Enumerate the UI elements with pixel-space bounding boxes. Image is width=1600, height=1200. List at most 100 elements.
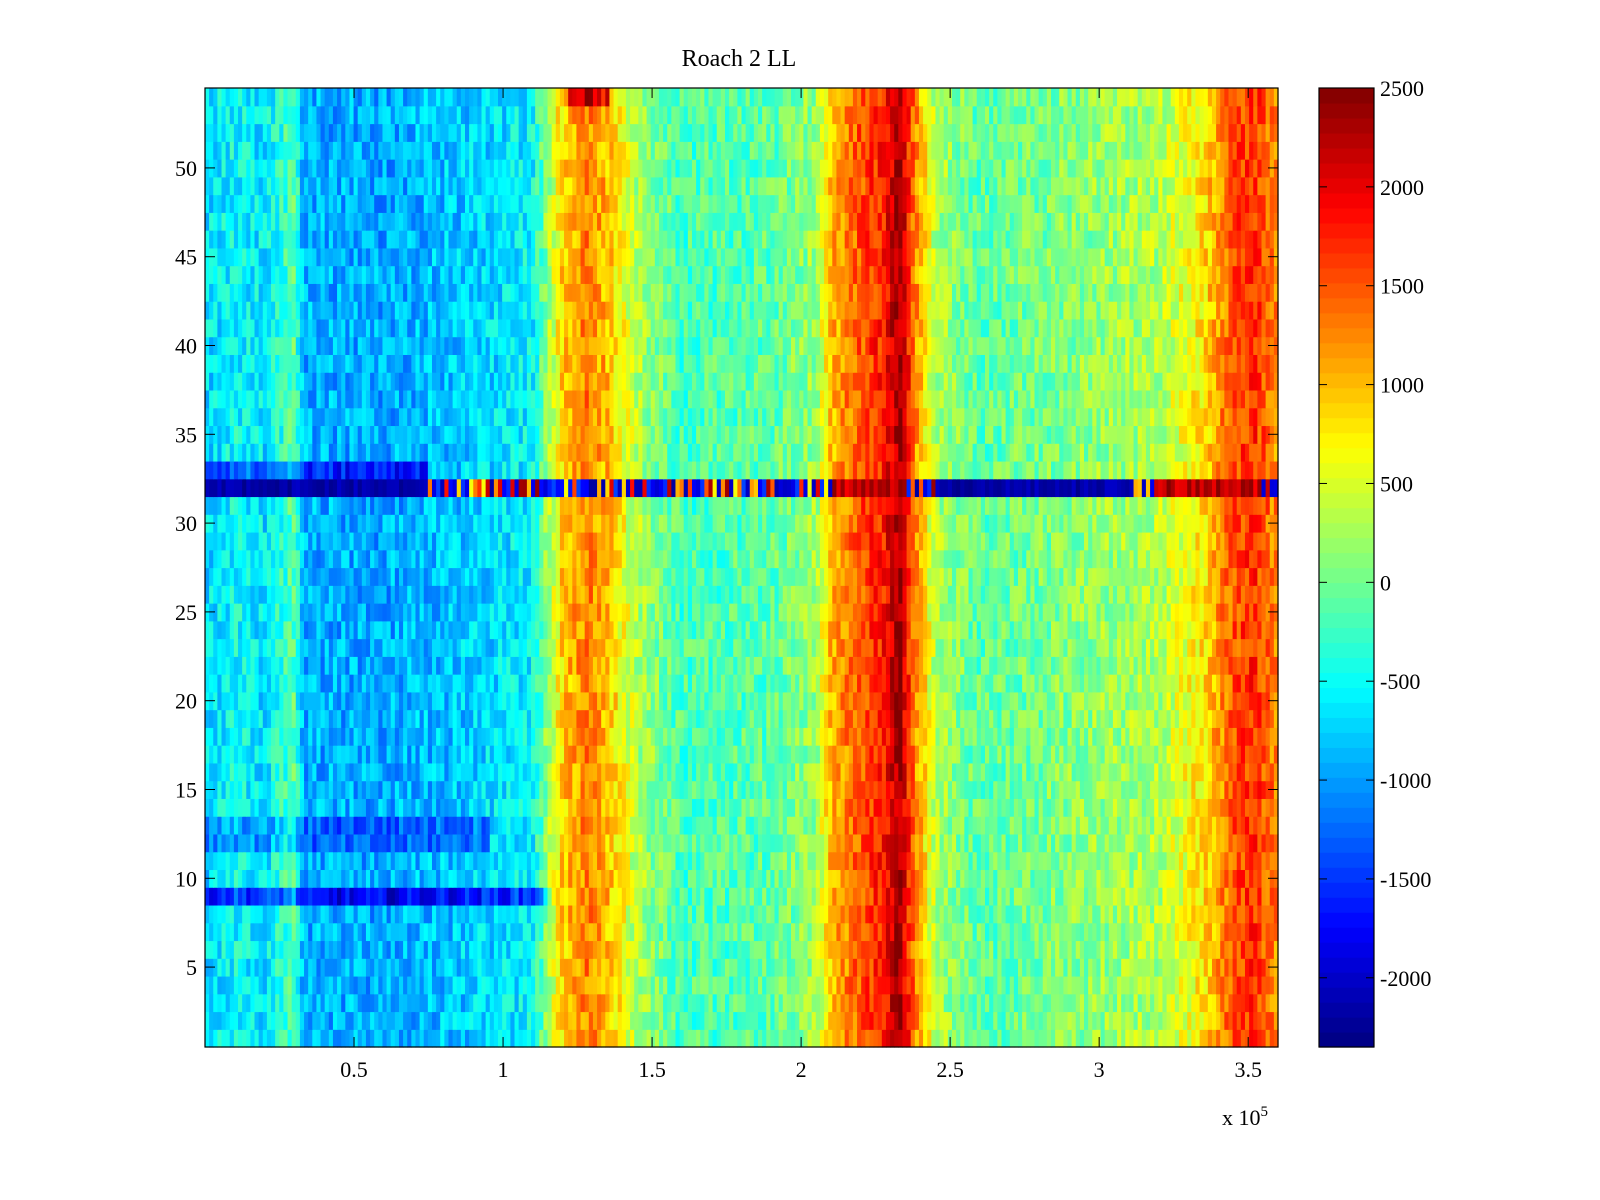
heatmap-cell bbox=[696, 940, 701, 959]
heatmap-cell bbox=[679, 975, 685, 995]
heatmap-cell bbox=[1079, 975, 1085, 995]
heatmap-cell bbox=[1133, 940, 1139, 959]
heatmap-cell bbox=[1158, 887, 1164, 906]
heatmap-cell bbox=[440, 940, 445, 959]
heatmap-cell bbox=[1158, 975, 1164, 995]
heatmap-cell bbox=[857, 904, 862, 924]
heatmap-cell bbox=[411, 1011, 417, 1030]
heatmap-cell bbox=[390, 851, 396, 871]
heatmap-cell bbox=[510, 958, 516, 977]
heatmap-cell bbox=[671, 727, 677, 746]
heatmap-cell bbox=[205, 993, 210, 1013]
heatmap-cell bbox=[1273, 922, 1279, 942]
heatmap-cell bbox=[304, 922, 309, 942]
heatmap-cell bbox=[1051, 709, 1056, 728]
heatmap-cell bbox=[910, 780, 916, 799]
heatmap-cell bbox=[960, 833, 965, 853]
heatmap-cell bbox=[663, 993, 668, 1013]
heatmap-cell bbox=[972, 958, 978, 977]
heatmap-cell bbox=[712, 922, 718, 942]
heatmap-cell bbox=[1042, 958, 1048, 977]
heatmap-cell bbox=[465, 851, 470, 871]
heatmap-cell bbox=[332, 887, 338, 906]
heatmap-cell bbox=[254, 709, 260, 728]
heatmap-cell bbox=[762, 851, 767, 871]
heatmap-cell bbox=[634, 727, 639, 746]
heatmap-cell bbox=[1178, 958, 1184, 977]
heatmap-cell bbox=[906, 816, 912, 835]
heatmap-cell bbox=[646, 869, 652, 888]
heatmap-cell bbox=[956, 833, 961, 853]
heatmap-cell bbox=[700, 940, 705, 959]
heatmap-cell bbox=[415, 851, 421, 871]
heatmap-cell bbox=[1199, 762, 1205, 782]
heatmap-cell bbox=[931, 798, 937, 817]
heatmap-cell bbox=[782, 1029, 788, 1048]
heatmap-cell bbox=[238, 727, 243, 746]
heatmap-cell bbox=[1191, 727, 1197, 746]
heatmap-cell bbox=[654, 922, 660, 942]
heatmap-cell bbox=[621, 1029, 627, 1048]
heatmap-cell bbox=[403, 762, 408, 782]
heatmap-cell bbox=[898, 958, 904, 977]
heatmap-cell bbox=[258, 762, 264, 782]
heatmap-cell bbox=[1220, 727, 1225, 746]
heatmap-cell bbox=[361, 904, 367, 924]
heatmap-cell bbox=[939, 851, 945, 871]
heatmap-cell bbox=[1026, 762, 1031, 782]
heatmap-cell bbox=[1063, 745, 1069, 764]
heatmap-cell bbox=[357, 762, 363, 782]
heatmap-cell bbox=[1207, 727, 1213, 746]
heatmap-cell bbox=[506, 869, 511, 888]
heatmap-cell bbox=[1104, 887, 1110, 906]
heatmap-cell bbox=[881, 780, 887, 799]
heatmap-cell bbox=[378, 1011, 384, 1030]
heatmap-cell bbox=[873, 1011, 879, 1030]
heatmap-cell bbox=[1191, 1011, 1197, 1030]
heatmap-cell bbox=[1211, 887, 1217, 906]
heatmap-cell bbox=[217, 780, 223, 799]
heatmap-cell bbox=[444, 709, 450, 728]
heatmap-cell bbox=[762, 727, 767, 746]
heatmap-cell bbox=[291, 798, 297, 817]
heatmap-cell bbox=[225, 816, 231, 835]
heatmap-cell bbox=[1112, 922, 1118, 942]
heatmap-cell bbox=[935, 1029, 941, 1048]
heatmap-cell bbox=[1211, 922, 1217, 942]
heatmap-cell bbox=[898, 922, 904, 942]
heatmap-cell bbox=[576, 993, 582, 1013]
heatmap-cell bbox=[526, 887, 532, 906]
heatmap-cell bbox=[588, 727, 594, 746]
heatmap-cell bbox=[407, 922, 412, 942]
heatmap-cell bbox=[704, 1029, 710, 1048]
heatmap-cell bbox=[1079, 940, 1085, 959]
heatmap-cell bbox=[910, 762, 916, 782]
heatmap-cell bbox=[898, 869, 904, 888]
heatmap-cell bbox=[1170, 940, 1176, 959]
heatmap-cell bbox=[518, 851, 524, 871]
heatmap-cell bbox=[361, 851, 367, 871]
heatmap-cell bbox=[811, 1011, 817, 1030]
heatmap-cell bbox=[262, 1029, 268, 1048]
heatmap-cell bbox=[287, 816, 293, 835]
heatmap-cell bbox=[1211, 798, 1217, 817]
heatmap-cell bbox=[877, 869, 883, 888]
heatmap-cell bbox=[1051, 833, 1056, 853]
heatmap-cell bbox=[221, 993, 227, 1013]
heatmap-cell bbox=[1141, 709, 1147, 728]
heatmap-cell bbox=[964, 1011, 970, 1030]
heatmap-cell bbox=[931, 887, 937, 906]
heatmap-cell bbox=[291, 958, 297, 977]
heatmap-cell bbox=[456, 958, 462, 977]
heatmap-cell bbox=[374, 975, 379, 995]
heatmap-cell bbox=[1026, 816, 1031, 835]
heatmap-cell bbox=[848, 833, 854, 853]
heatmap-cell bbox=[572, 816, 578, 835]
heatmap-cell bbox=[1244, 922, 1250, 942]
heatmap-cell bbox=[258, 958, 264, 977]
heatmap-cell bbox=[1265, 727, 1271, 746]
heatmap-cell bbox=[349, 745, 355, 764]
heatmap-cell bbox=[663, 745, 668, 764]
heatmap-cell bbox=[918, 975, 924, 995]
heatmap-cell bbox=[1154, 887, 1159, 906]
